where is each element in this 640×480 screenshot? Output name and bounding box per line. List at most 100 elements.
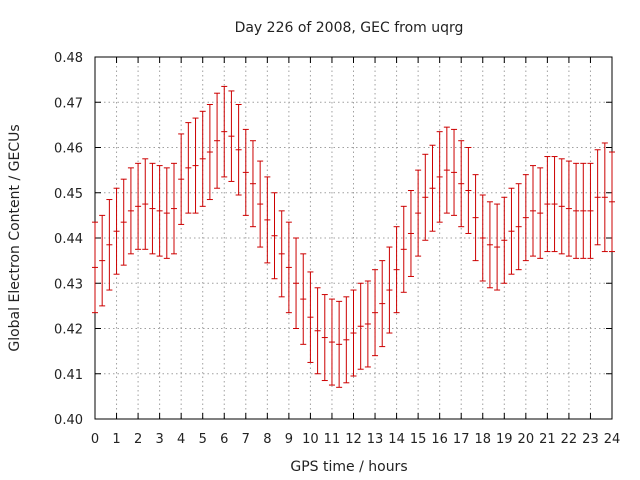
error-bar [609, 151, 615, 253]
error-bar [422, 153, 429, 241]
error-bar [199, 110, 206, 207]
x-tick-label: 12 [345, 432, 362, 447]
error-bar [113, 187, 120, 275]
error-bar [321, 294, 328, 382]
x-tick-label: 9 [285, 432, 293, 447]
error-bar [285, 221, 292, 314]
error-bar [436, 131, 443, 223]
chart-title: Day 226 of 2008, GEC from uqrg [235, 20, 464, 36]
error-bar [494, 203, 501, 291]
error-bar [249, 140, 256, 228]
error-bar [120, 178, 127, 266]
x-tick-label: 16 [431, 432, 448, 447]
error-bar [530, 165, 537, 257]
error-bar [465, 147, 472, 234]
error-bar [443, 126, 450, 214]
error-bar [336, 300, 343, 388]
y-tick-label: 0.44 [54, 232, 83, 247]
error-bar [479, 194, 486, 282]
error-bar [257, 160, 264, 248]
y-tick-label: 0.41 [54, 368, 83, 383]
error-bar [156, 165, 163, 257]
error-bar [221, 85, 228, 178]
error-bar [328, 298, 335, 386]
error-bar [99, 214, 106, 307]
y-tick-label: 0.40 [54, 413, 83, 428]
error-bar [178, 133, 185, 225]
error-bar [573, 162, 580, 259]
error-bar [293, 237, 300, 329]
x-tick-label: 4 [177, 432, 185, 447]
error-bar [300, 253, 307, 345]
error-bar [214, 92, 221, 189]
x-tick-labels: 0 1 2 3 4 5 6 7 8 9 10 11 12 13 14 15 16 17 18 19 20 21 22 23 24 [91, 432, 620, 447]
error-bar [135, 162, 142, 250]
error-bar [594, 149, 601, 246]
x-tick-label: 23 [582, 432, 599, 447]
x-tick-label: 8 [263, 432, 271, 447]
x-tick-label: 13 [367, 432, 384, 447]
x-tick-label: 22 [561, 432, 578, 447]
error-bar [106, 199, 113, 291]
x-tick-label: 17 [453, 432, 470, 447]
error-bar [242, 128, 249, 216]
error-bar [486, 201, 493, 289]
y-tick-label: 0.46 [54, 142, 83, 157]
error-bar [472, 174, 479, 262]
y-tick-label: 0.45 [54, 187, 83, 202]
error-bar [565, 160, 572, 257]
error-bar [235, 104, 242, 196]
error-bar [192, 117, 199, 214]
x-tick-label: 3 [155, 432, 163, 447]
error-bar [314, 287, 321, 375]
x-axis-label: GPS time / hours [290, 459, 407, 475]
x-tick-label: 14 [388, 432, 405, 447]
error-bar [264, 176, 271, 264]
error-bar [206, 104, 213, 201]
error-bar [544, 156, 551, 253]
y-tick-label: 0.48 [54, 51, 83, 66]
error-bar [357, 282, 364, 370]
error-bar [228, 90, 235, 182]
error-bar [508, 187, 515, 275]
error-bar [149, 162, 156, 255]
x-tick-label: 6 [220, 432, 228, 447]
error-bar [364, 280, 371, 368]
error-bars [92, 85, 615, 388]
x-tick-label: 20 [518, 432, 535, 447]
y-tick-label: 0.43 [54, 277, 83, 292]
error-bar [501, 196, 508, 284]
error-bar [400, 205, 407, 293]
error-bar [185, 122, 192, 214]
error-bar [393, 226, 400, 314]
y-tick-label: 0.47 [54, 96, 83, 111]
x-tick-label: 19 [496, 432, 513, 447]
error-bar [92, 221, 98, 314]
error-bar [278, 210, 285, 298]
error-bar [415, 169, 422, 257]
error-bar [551, 156, 558, 253]
error-bar [451, 128, 458, 216]
error-bar [522, 174, 529, 262]
error-bar [537, 167, 544, 259]
x-tick-label: 11 [324, 432, 341, 447]
error-bar [407, 189, 414, 277]
error-bar [350, 289, 357, 377]
y-tick-labels: 0.40 0.41 0.42 0.43 0.44 0.45 0.46 0.47 0.48 [54, 51, 83, 428]
error-bar [343, 296, 350, 384]
error-bar [458, 140, 465, 228]
error-bar [127, 167, 134, 255]
x-tick-label: 15 [410, 432, 427, 447]
error-bar [163, 167, 170, 259]
error-bar [515, 183, 522, 271]
x-tick-label: 24 [604, 432, 621, 447]
x-tick-label: 10 [302, 432, 319, 447]
error-bar [372, 269, 379, 357]
error-bar [170, 162, 177, 255]
error-bar [580, 162, 587, 259]
x-tick-label: 0 [91, 432, 99, 447]
error-bar [558, 158, 565, 255]
error-bar [429, 144, 436, 232]
error-bar [307, 271, 314, 363]
